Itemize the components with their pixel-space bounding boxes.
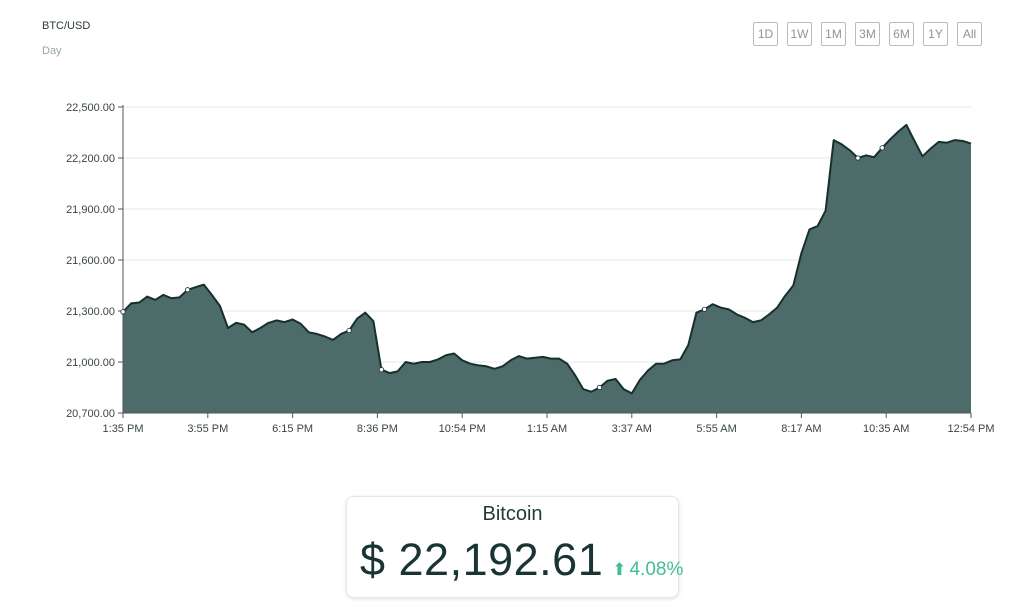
range-button-1d[interactable]: 1D bbox=[753, 22, 778, 46]
range-button-all[interactable]: All bbox=[957, 22, 982, 46]
y-tick-label: 21,600.00 bbox=[66, 255, 115, 267]
data-point-marker[interactable] bbox=[378, 367, 385, 373]
range-selector: 1D 1W 1M 3M 6M 1Y All bbox=[753, 22, 982, 46]
data-point-marker[interactable] bbox=[346, 327, 352, 334]
range-button-3m[interactable]: 3M bbox=[855, 22, 880, 46]
price-line bbox=[122, 123, 972, 395]
x-tick-label: 10:54 PM bbox=[439, 423, 486, 435]
x-tick-label: 3:55 PM bbox=[187, 423, 228, 435]
coin-name: Bitcoin bbox=[482, 503, 543, 525]
range-button-1y[interactable]: 1Y bbox=[923, 22, 948, 46]
data-point-marker[interactable] bbox=[855, 155, 861, 161]
data-point-marker[interactable] bbox=[879, 145, 885, 151]
x-tick-label: 12:54 PM bbox=[947, 423, 994, 435]
price-area bbox=[123, 124, 971, 414]
arrow-up-icon: ⬆ bbox=[612, 560, 627, 579]
y-tick-label: 21,000.00 bbox=[66, 357, 115, 369]
data-point-marker[interactable] bbox=[185, 287, 191, 293]
period-label: Day bbox=[42, 45, 62, 57]
price-chart[interactable]: 22,500.00 22,200.00 21,900.00 21,600.00 21,3… bbox=[0, 0, 1024, 450]
price-value: $ 22,192.61 bbox=[360, 534, 604, 585]
y-tick-label: 20,700.00 bbox=[66, 408, 115, 420]
price-change-percent: 4.08% bbox=[629, 559, 684, 580]
y-tick-label: 21,300.00 bbox=[66, 306, 115, 318]
point-markers bbox=[120, 145, 885, 391]
data-point-marker[interactable] bbox=[701, 306, 708, 312]
x-tick-label: 3:37 AM bbox=[612, 423, 652, 435]
x-tick-label: 1:35 PM bbox=[103, 423, 144, 435]
y-tick-label: 22,200.00 bbox=[66, 153, 115, 165]
price-area-series bbox=[122, 123, 972, 414]
pair-label: BTC/USD bbox=[42, 20, 91, 32]
data-point-marker[interactable] bbox=[596, 384, 603, 391]
x-tick-label: 8:17 AM bbox=[781, 423, 821, 435]
range-button-1m[interactable]: 1M bbox=[821, 22, 846, 46]
x-tick-label: 6:15 PM bbox=[272, 423, 313, 435]
data-point-marker[interactable] bbox=[120, 309, 126, 315]
x-tick-label: 10:35 AM bbox=[863, 423, 909, 435]
price-card: Bitcoin $ 22,192.61 ⬆ 4.08% bbox=[346, 496, 683, 598]
price-row: $ 22,192.61 ⬆ 4.08% bbox=[360, 534, 683, 586]
chart-axes: 22,500.00 22,200.00 21,900.00 21,600.00 21,3… bbox=[66, 102, 994, 435]
y-tick-label: 21,900.00 bbox=[66, 204, 115, 216]
x-tick-label: 8:36 PM bbox=[357, 423, 398, 435]
range-button-1w[interactable]: 1W bbox=[787, 22, 812, 46]
range-button-6m[interactable]: 6M bbox=[889, 22, 914, 46]
x-tick-label: 5:55 AM bbox=[696, 423, 736, 435]
x-tick-label: 1:15 AM bbox=[527, 423, 567, 435]
y-tick-label: 22,500.00 bbox=[66, 102, 115, 114]
price-change: ⬆ 4.08% bbox=[612, 559, 683, 581]
